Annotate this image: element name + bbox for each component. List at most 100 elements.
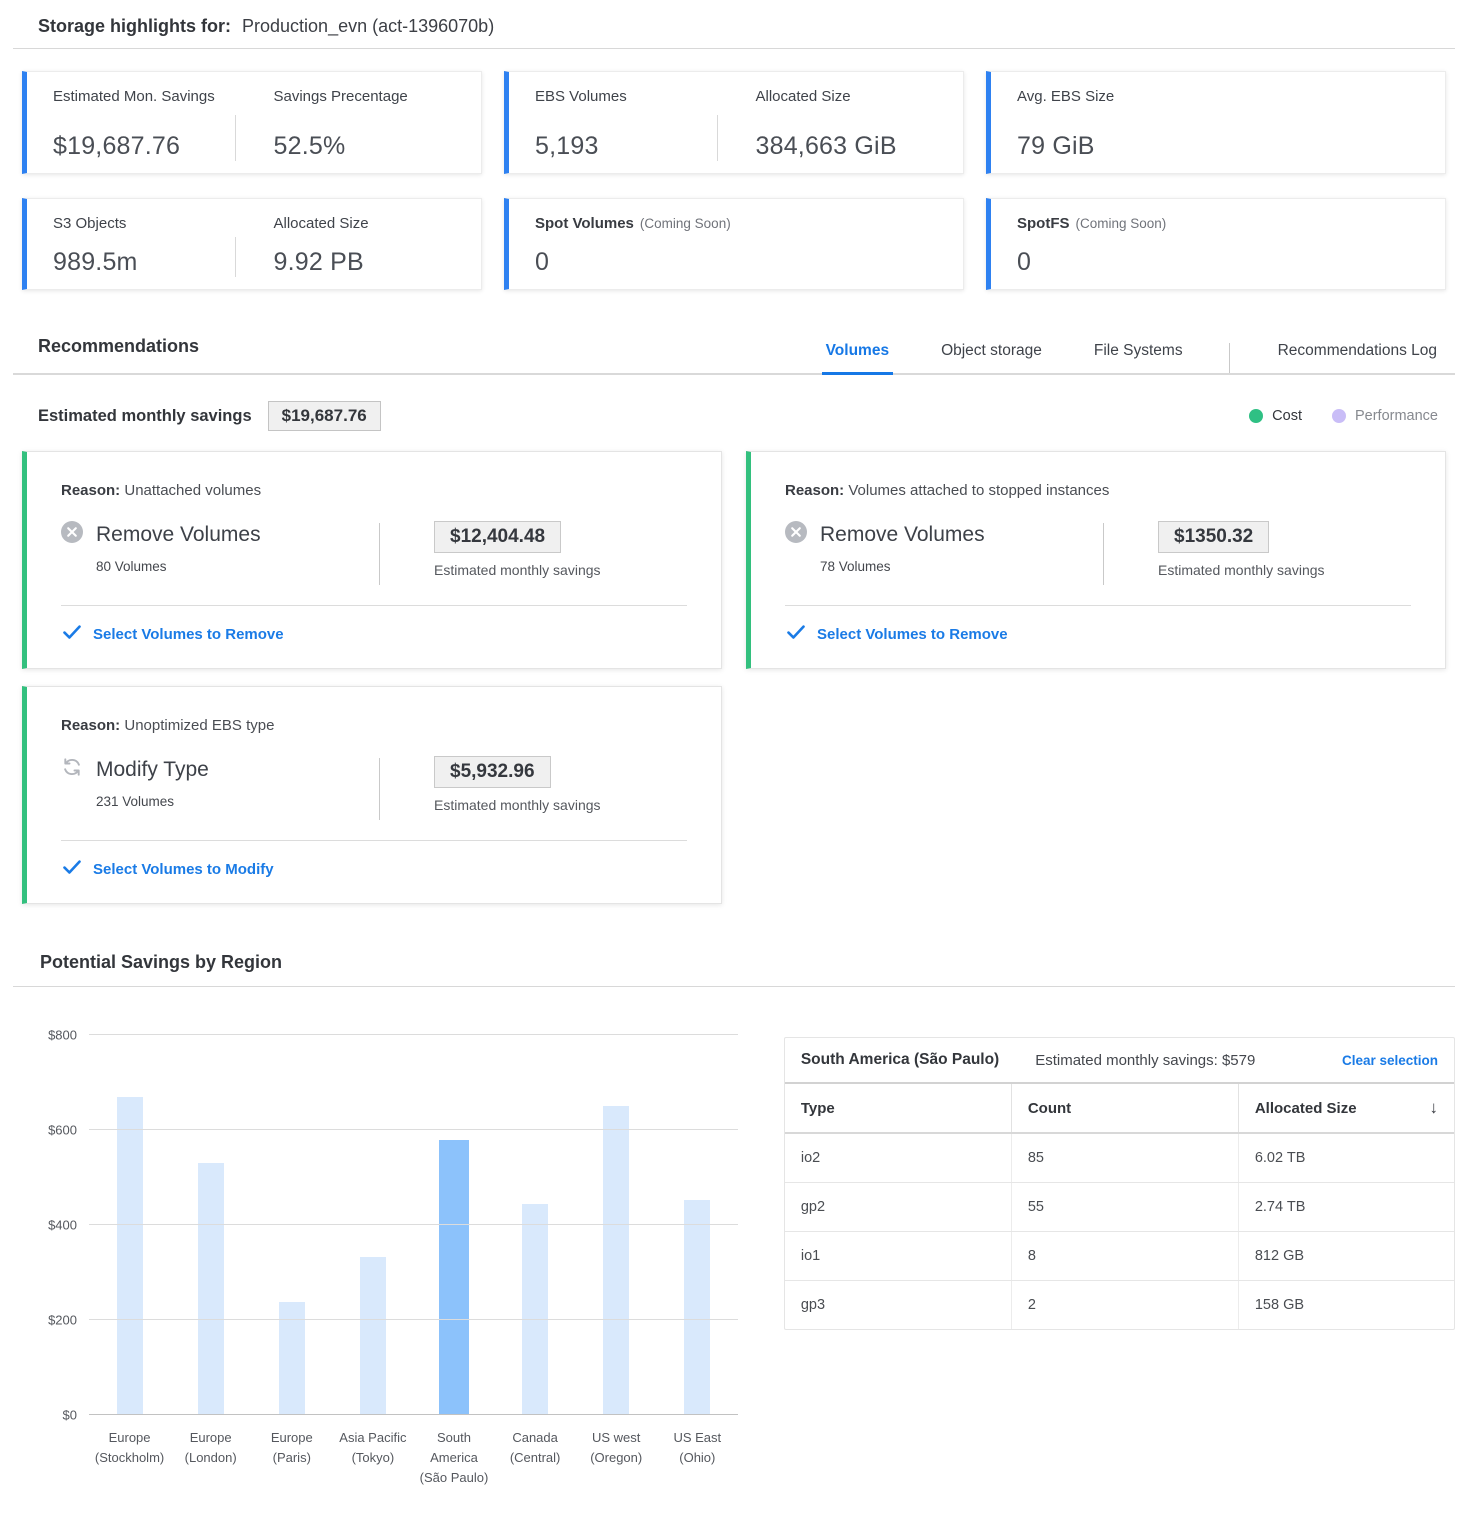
- stat-value: 79 GiB: [1017, 132, 1095, 160]
- stat-label: S3 Objects: [53, 215, 127, 232]
- cost-legend-dot: [1249, 409, 1264, 423]
- recommendations-tabs: Volumes Object storage File Systems Reco…: [778, 342, 1441, 375]
- stat-card-savings: Estimated Mon. Savings $19,687.76 Saving…: [22, 71, 482, 174]
- stat-label: SpotFS (Coming Soon): [1017, 215, 1419, 232]
- select-volumes-action[interactable]: Select Volumes to Modify: [61, 841, 687, 879]
- stat-label: Allocated Size: [755, 88, 851, 105]
- chart-y-axis: $0 $200 $400 $600 $800: [27, 1028, 89, 1423]
- stat-label: Estimated Mon. Savings: [53, 88, 215, 105]
- region-table-subtitle: Estimated monthly savings: $579: [1035, 1051, 1256, 1069]
- stat-label: Savings Precentage: [273, 88, 408, 105]
- chart-plot: [89, 1034, 738, 1415]
- region-table-header: South America (São Paulo) Estimated mont…: [784, 1038, 1454, 1084]
- card-divider: [1103, 523, 1104, 585]
- volume-count: 80 Volumes: [96, 559, 167, 574]
- stat-card-s3: S3 Objects 989.5m Allocated Size 9.92 PB: [22, 198, 482, 290]
- legend-performance: Performance: [1331, 408, 1438, 424]
- y-tick-label: $200: [48, 1312, 77, 1328]
- table-cell: io1: [785, 1232, 1012, 1280]
- chart-bar[interactable]: [278, 1302, 305, 1415]
- column-header-allocated-size[interactable]: Allocated Size ↓: [1239, 1084, 1454, 1132]
- region-table-body: io2 85 6.02 TB gp2 55 2.74 TB io1 8 812 GB gp3 2 15…: [784, 1134, 1454, 1329]
- card-horizontal-divider: [785, 605, 1411, 606]
- stat-divider: [716, 114, 718, 161]
- reason-label: Reason:: [785, 482, 845, 499]
- recommendation-card-unattached: Reason: Unattached volumes Remove Volume…: [22, 451, 722, 669]
- chart-bar[interactable]: [438, 1139, 469, 1415]
- table-row: io1 8 812 GB: [784, 1232, 1454, 1281]
- performance-legend-label: Performance: [1354, 408, 1438, 424]
- savings-value-box: $12,404.48: [434, 521, 562, 553]
- clear-selection-link[interactable]: Clear selection: [1341, 1052, 1438, 1068]
- stat-label: EBS Volumes: [535, 88, 627, 105]
- chart-bar[interactable]: [603, 1106, 630, 1415]
- tab-object-storage[interactable]: Object storage: [941, 342, 1042, 359]
- x-axis-label: Canada (Central): [509, 1430, 561, 1466]
- bar-slot: [89, 1035, 170, 1415]
- stat-divider: [234, 114, 236, 161]
- cost-legend-label: Cost: [1272, 408, 1302, 424]
- bar-slot: [495, 1035, 576, 1415]
- table-cell: 2.74 TB: [1254, 1199, 1306, 1215]
- summary-value-box: $19,687.76: [267, 401, 381, 431]
- select-volumes-link[interactable]: Select Volumes to Modify: [93, 861, 274, 878]
- select-volumes-action[interactable]: Select Volumes to Remove: [785, 606, 1411, 644]
- stat-value: 384,663 GiB: [755, 132, 897, 160]
- y-tick-label: $800: [48, 1027, 77, 1043]
- card-divider: [379, 523, 380, 585]
- table-row: gp3 2 158 GB: [785, 1281, 1454, 1329]
- stat-value: 0: [1017, 248, 1032, 276]
- region-divider: [13, 986, 1455, 987]
- gridline: [89, 1224, 738, 1225]
- table-cell: 85: [1012, 1134, 1239, 1182]
- column-header-type[interactable]: Type: [785, 1084, 1012, 1132]
- column-header-count[interactable]: Count: [1012, 1084, 1239, 1132]
- stat-value: 9.92 PB: [273, 248, 364, 276]
- chart-bar[interactable]: [522, 1203, 549, 1415]
- tab-recommendations-log[interactable]: Recommendations Log: [1277, 342, 1437, 359]
- summary-row: Estimated monthly savings $19,687.76 Cos…: [38, 401, 1438, 431]
- stat-card-spot-volumes: Spot Volumes (Coming Soon) 0: [504, 198, 964, 290]
- chart-bar[interactable]: [684, 1199, 711, 1415]
- region-table: South America (São Paulo) Estimated mont…: [783, 1037, 1455, 1330]
- tab-volumes[interactable]: Volumes: [821, 342, 894, 375]
- y-tick-label: $600: [48, 1122, 77, 1138]
- summary-label: Estimated monthly savings: [38, 406, 252, 425]
- select-volumes-link[interactable]: Select Volumes to Remove: [93, 626, 284, 643]
- chart-legend: Cost Performance: [1249, 408, 1438, 424]
- select-volumes-action[interactable]: Select Volumes to Remove: [61, 606, 687, 644]
- table-cell: 158 GB: [1254, 1297, 1305, 1313]
- chart-bar[interactable]: [359, 1256, 386, 1415]
- region-table-columns: Type Count Allocated Size ↓: [784, 1084, 1454, 1134]
- legend-cost: Cost: [1249, 408, 1302, 424]
- volume-count: 78 Volumes: [820, 559, 891, 574]
- page-title: Storage highlights for: Production_evn (…: [38, 16, 1455, 37]
- reason-line: Reason: Unattached volumes: [61, 482, 687, 499]
- savings-sub-label: Estimated monthly savings: [1158, 562, 1325, 578]
- x-axis-label: US East (Ohio): [673, 1430, 722, 1466]
- chart-bar[interactable]: [197, 1163, 224, 1415]
- bar-slot: [332, 1035, 413, 1415]
- stat-label-bold: SpotFS: [1017, 215, 1070, 232]
- region-section-title: Potential Savings by Region: [40, 952, 283, 972]
- stat-card-spotfs: SpotFS (Coming Soon) 0: [986, 198, 1446, 290]
- recommendation-card-unoptimized-type: Reason: Unoptimized EBS type Modify Type…: [22, 686, 722, 904]
- table-cell: io2: [785, 1134, 1012, 1182]
- x-axis-label: South America (São Paulo): [419, 1430, 489, 1486]
- stat-label: Allocated Size: [273, 215, 369, 232]
- x-axis-label: Europe (Paris): [270, 1430, 313, 1466]
- sort-descending-icon[interactable]: ↓: [1429, 1098, 1439, 1117]
- column-header-label: Allocated Size: [1254, 1099, 1357, 1117]
- table-cell: gp3: [785, 1281, 1012, 1329]
- x-axis-label: Europe (Stockholm): [94, 1430, 165, 1466]
- recommendation-card-stopped-instances: Reason: Volumes attached to stopped inst…: [746, 451, 1446, 669]
- select-volumes-link[interactable]: Select Volumes to Remove: [817, 626, 1008, 643]
- stat-card-avg-ebs: Avg. EBS Size 79 GiB: [986, 71, 1446, 174]
- chart-bar[interactable]: [116, 1096, 143, 1415]
- coming-soon-tag: (Coming Soon): [1075, 216, 1167, 231]
- chart-bars: [89, 1035, 738, 1415]
- region-content: $0 $200 $400 $600 $800 Europe (Stockholm) Euro…: [27, 1021, 1455, 1488]
- tab-file-systems[interactable]: File Systems: [1093, 342, 1183, 359]
- recommendations-title: Recommendations: [38, 336, 200, 356]
- gridline: [89, 1319, 738, 1320]
